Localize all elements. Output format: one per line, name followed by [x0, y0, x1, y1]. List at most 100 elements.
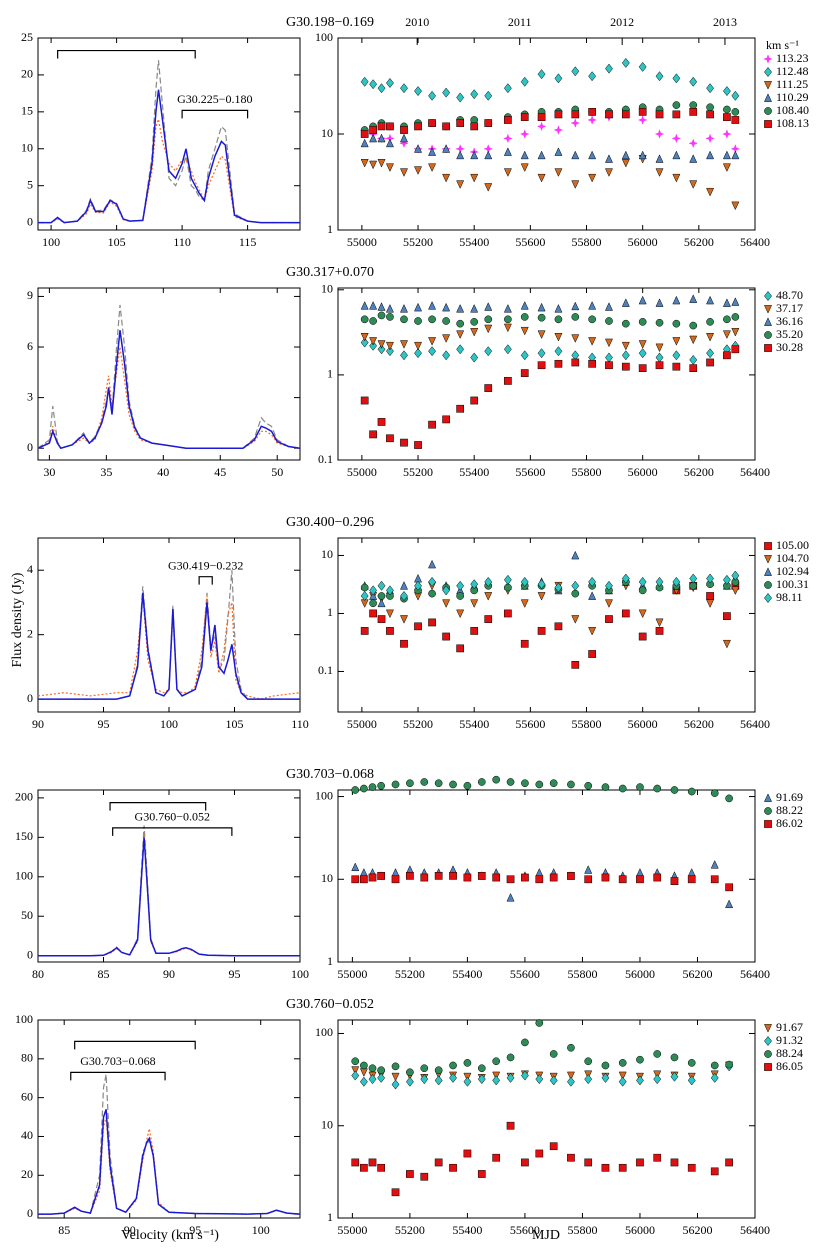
marker	[377, 418, 386, 426]
marker	[377, 83, 386, 94]
marker	[359, 868, 368, 877]
marker	[621, 350, 630, 361]
marker	[391, 1079, 400, 1090]
marker	[503, 344, 512, 355]
marker	[535, 1149, 544, 1158]
marker	[406, 872, 414, 880]
bracket	[181, 109, 249, 119]
bracket	[70, 1071, 166, 1081]
marker	[553, 125, 564, 135]
marker	[377, 872, 385, 880]
marker	[638, 609, 647, 619]
marker	[570, 118, 581, 128]
marker	[672, 337, 681, 346]
marker	[414, 166, 423, 175]
marker	[428, 618, 436, 627]
marker	[521, 1158, 529, 1167]
x-tick-label: 55600	[510, 967, 540, 981]
marker	[477, 778, 486, 786]
x-tick-label: 35	[100, 465, 112, 479]
marker	[710, 789, 719, 797]
marker	[653, 784, 662, 793]
x-tick-label: 45	[214, 465, 226, 479]
marker	[456, 404, 465, 413]
x-tick-label: 56200	[684, 235, 714, 249]
marker	[621, 362, 630, 371]
y-tick-label: 0	[27, 1206, 33, 1220]
spectrum-line	[38, 833, 300, 957]
marker	[722, 150, 731, 160]
marker	[463, 873, 472, 882]
annotation: G30.703−0.068	[80, 1054, 155, 1068]
marker	[414, 86, 422, 97]
marker	[653, 1074, 662, 1085]
marker	[764, 592, 772, 604]
marker	[428, 576, 436, 587]
marker	[605, 361, 613, 370]
marker	[484, 592, 493, 601]
marker	[484, 119, 493, 127]
y-tick-label: 50	[21, 908, 33, 922]
marker	[655, 154, 664, 163]
marker	[406, 1170, 414, 1178]
marker	[731, 313, 740, 321]
marker	[689, 101, 698, 109]
marker	[621, 298, 630, 307]
marker	[764, 1024, 772, 1033]
marker	[463, 781, 472, 790]
marker	[428, 315, 436, 324]
marker	[706, 83, 714, 94]
marker	[442, 144, 451, 153]
marker	[434, 872, 443, 880]
marker	[604, 302, 613, 311]
marker	[391, 1072, 400, 1082]
marker	[604, 599, 613, 608]
y-tick-label: 200	[15, 790, 33, 804]
marker	[368, 873, 377, 882]
y-tick-label: 2	[27, 626, 33, 640]
marker	[359, 1068, 368, 1077]
marker	[369, 317, 377, 325]
y-axis-label: Flux density (Jy)	[10, 572, 25, 667]
marker	[588, 576, 597, 587]
marker	[621, 110, 630, 119]
marker	[618, 1163, 627, 1172]
marker	[764, 1063, 772, 1071]
x-tick-label: 55600	[510, 1223, 540, 1237]
marker	[428, 119, 436, 127]
y-tick-label: 20	[21, 67, 33, 81]
plot-frame	[337, 287, 756, 461]
marker	[764, 807, 772, 815]
marker	[636, 875, 644, 884]
marker	[621, 150, 630, 160]
marker	[360, 332, 369, 342]
marker	[484, 315, 493, 324]
marker	[618, 1059, 627, 1067]
marker	[710, 1061, 719, 1070]
marker	[484, 346, 493, 357]
y-tick-label: 100	[315, 1025, 333, 1039]
marker	[391, 868, 400, 877]
marker	[723, 105, 731, 114]
marker	[638, 61, 647, 72]
y-tick-label: 10	[321, 1117, 333, 1131]
legend-label: 110.29	[776, 90, 809, 104]
marker	[764, 120, 772, 128]
marker	[377, 302, 386, 311]
plot-frame	[37, 287, 301, 461]
marker	[588, 650, 596, 658]
marker	[377, 122, 386, 131]
marker	[635, 868, 644, 877]
bracket	[74, 1040, 196, 1050]
x-tick-label: 95	[229, 967, 241, 981]
marker	[638, 364, 647, 373]
marker	[689, 108, 698, 116]
marker	[537, 69, 546, 80]
marker	[360, 301, 369, 310]
plot-frame	[337, 37, 756, 231]
x-tick-label: 55600	[515, 465, 545, 479]
marker	[414, 144, 423, 153]
marker	[463, 1149, 472, 1158]
marker	[554, 346, 563, 357]
marker	[449, 1072, 457, 1083]
